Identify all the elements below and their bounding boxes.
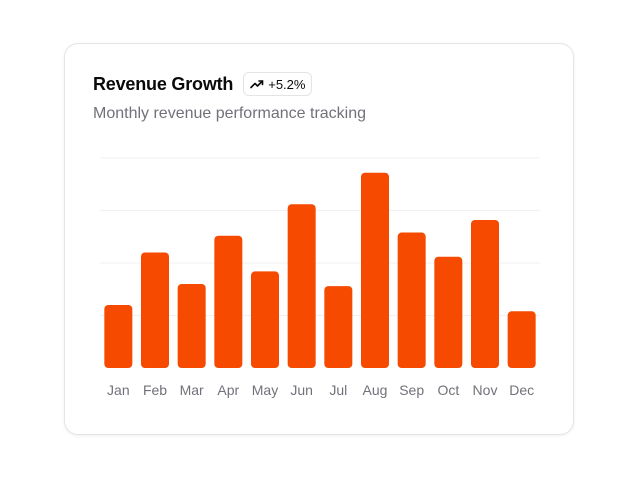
- bar-dec[interactable]: [507, 311, 536, 368]
- bar-apr[interactable]: [214, 235, 243, 368]
- bar-may[interactable]: [251, 271, 279, 368]
- bar-aug[interactable]: [361, 172, 389, 368]
- bar-sep[interactable]: [397, 232, 426, 368]
- bar-jul[interactable]: [324, 286, 353, 368]
- bar-feb[interactable]: [141, 252, 169, 369]
- trend-badge-value: +5.2%: [268, 76, 306, 92]
- card-title: Revenue Growth: [93, 73, 234, 94]
- x-tick-label: Mar: [180, 382, 204, 398]
- bar-nov[interactable]: [471, 219, 499, 368]
- x-tick-label: Jan: [107, 382, 130, 398]
- x-tick-label: Dec: [509, 382, 534, 398]
- revenue-card: Revenue Growth +5.2% Monthly revenue per…: [64, 43, 574, 435]
- x-tick-label: Jul: [329, 382, 347, 398]
- bar-mar[interactable]: [177, 284, 206, 368]
- revenue-bar-chart: Jan Feb Mar Apr May Jun Jul Aug Sep Oct Nov Dec: [100, 157, 540, 398]
- card-subtitle: Monthly revenue performance tracking: [93, 105, 367, 122]
- trend-badge: +5.2%: [243, 72, 313, 96]
- bar-oct[interactable]: [434, 256, 463, 368]
- x-tick-label: May: [252, 382, 278, 398]
- x-tick-label: Sep: [399, 382, 424, 398]
- x-tick-label: Apr: [217, 382, 239, 398]
- x-tick-label: Oct: [437, 382, 459, 398]
- x-tick-label: Feb: [143, 382, 167, 398]
- x-tick-label: Aug: [363, 382, 388, 398]
- x-tick-label: Jun: [290, 382, 313, 398]
- bar-jan[interactable]: [104, 305, 133, 368]
- card-header: Revenue Growth +5.2%: [93, 72, 313, 96]
- x-tick-label: Nov: [473, 382, 498, 398]
- bar-jun[interactable]: [287, 204, 316, 368]
- trending-up-icon: [250, 80, 264, 89]
